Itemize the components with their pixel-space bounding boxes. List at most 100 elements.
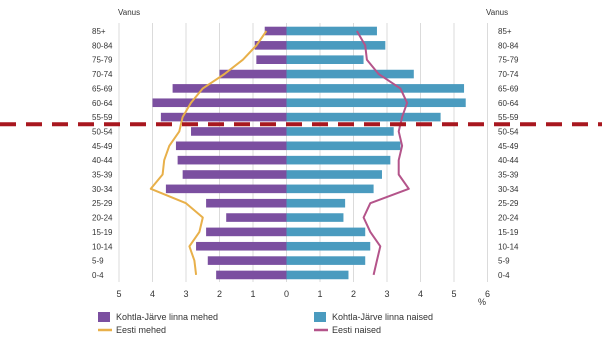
bar-left [207,256,287,265]
bar-right [286,241,371,251]
y-tick-label-right: 10-14 [498,242,519,251]
bar-right [286,84,465,93]
bar-left [196,241,287,251]
bar-right [286,112,441,122]
bar-right [286,227,366,237]
y-tick-label-left: 15-19 [92,228,113,237]
bar-left [191,127,287,136]
bar-right [286,41,386,50]
y-tick-label-right: 60-64 [498,99,519,108]
y-tick-label-left: 80-84 [92,41,113,50]
bar-right [286,184,374,194]
y-tick-label-left: 5-9 [92,257,104,266]
bar-right [286,55,364,64]
y-tick-label-left: 60-64 [92,99,113,108]
right-axis-title: Vanus [486,8,508,17]
y-tick-label-right: 80-84 [498,41,519,50]
bar-left [172,84,287,93]
bar-left [160,112,287,122]
y-tick-label-right: 5-9 [498,257,510,266]
bar-right [286,141,401,151]
bar-right [286,26,377,36]
y-tick-label-right: 20-24 [498,214,519,223]
legend-swatch [98,312,110,322]
grid-lines [118,23,488,282]
y-tick-label-left: 45-49 [92,142,113,151]
bar-left [152,98,287,108]
y-tick-label-right: 75-79 [498,56,519,65]
lines-layer [149,30,410,276]
y-tick-label-left: 35-39 [92,171,113,180]
y-tick-label-right: 45-49 [498,142,519,151]
y-tick-label-right: 85+ [498,27,512,36]
legend-label: Eesti mehed [116,325,166,335]
y-tick-label-right: 0-4 [498,271,510,280]
bar-left [226,213,287,222]
y-tick-label-left: 50-54 [92,127,113,136]
y-tick-label-right: 35-39 [498,171,519,180]
x-tick-label: 0 [284,289,289,299]
axes-layer: 5 4 3 2 1 0 1 2 3 4 5 6 85+ 85+ 80-84 80-84 75-79 75-79 70… [92,27,519,299]
bar-left [264,26,287,36]
series-line-left [149,30,268,276]
bar-left [256,55,287,64]
bar-right [286,256,366,265]
y-tick-label-left: 40-44 [92,156,113,165]
y-tick-label-left: 70-74 [92,70,113,79]
y-tick-label-left: 30-34 [92,185,113,194]
y-tick-label-left: 75-79 [92,56,113,65]
bars-layer [152,26,466,280]
y-tick-label-left: 20-24 [92,214,113,223]
y-tick-label-left: 55-59 [92,113,113,122]
y-tick-label-right: 25-29 [498,199,519,208]
x-tick-label: 3 [384,289,389,299]
bar-right [286,127,394,136]
x-tick-label: 2 [217,289,222,299]
y-tick-label-left: 10-14 [92,242,113,251]
legend-label: Kohtla-Järve linna naised [332,312,433,322]
bar-left [165,184,287,194]
bar-left [182,170,287,179]
y-tick-label-right: 50-54 [498,127,519,136]
bar-left [216,270,287,280]
legend: Kohtla-Järve linna mehed Kohtla-Järve lin… [98,312,433,335]
left-axis-title: Vanus [118,8,140,17]
bar-right [286,198,346,208]
bar-left [177,155,287,165]
x-tick-label: 1 [317,289,322,299]
y-tick-label-right: 15-19 [498,228,519,237]
legend-label: Eesti naised [332,325,381,335]
x-tick-label: 5 [451,289,456,299]
y-tick-label-right: 55-59 [498,113,519,122]
bar-left [219,69,287,79]
bar-left [254,41,287,50]
bar-right [286,213,344,222]
y-tick-label-left: 0-4 [92,271,104,280]
y-tick-label-right: 65-69 [498,84,519,93]
y-tick-label-left: 65-69 [92,84,113,93]
x-tick-label: 2 [351,289,356,299]
y-tick-label-left: 85+ [92,27,106,36]
y-tick-label-left: 25-29 [92,199,113,208]
bar-left [175,141,287,151]
bar-right [286,69,414,79]
legend-swatch [314,312,326,322]
x-axis-unit: % [478,297,486,307]
bar-right [286,98,466,108]
y-tick-label-right: 40-44 [498,156,519,165]
bar-left [206,227,287,237]
x-tick-label: 4 [150,289,155,299]
bar-left [206,198,287,208]
bar-right [286,155,391,165]
x-tick-label: 4 [418,289,423,299]
bar-right [286,270,349,280]
series-line-right [356,30,410,276]
x-tick-label: 1 [250,289,255,299]
legend-label: Kohtla-Järve linna mehed [116,312,218,322]
y-tick-label-right: 70-74 [498,70,519,79]
bar-right [286,170,382,179]
y-tick-label-right: 30-34 [498,185,519,194]
x-tick-label: 3 [183,289,188,299]
x-tick-label: 6 [485,289,490,299]
